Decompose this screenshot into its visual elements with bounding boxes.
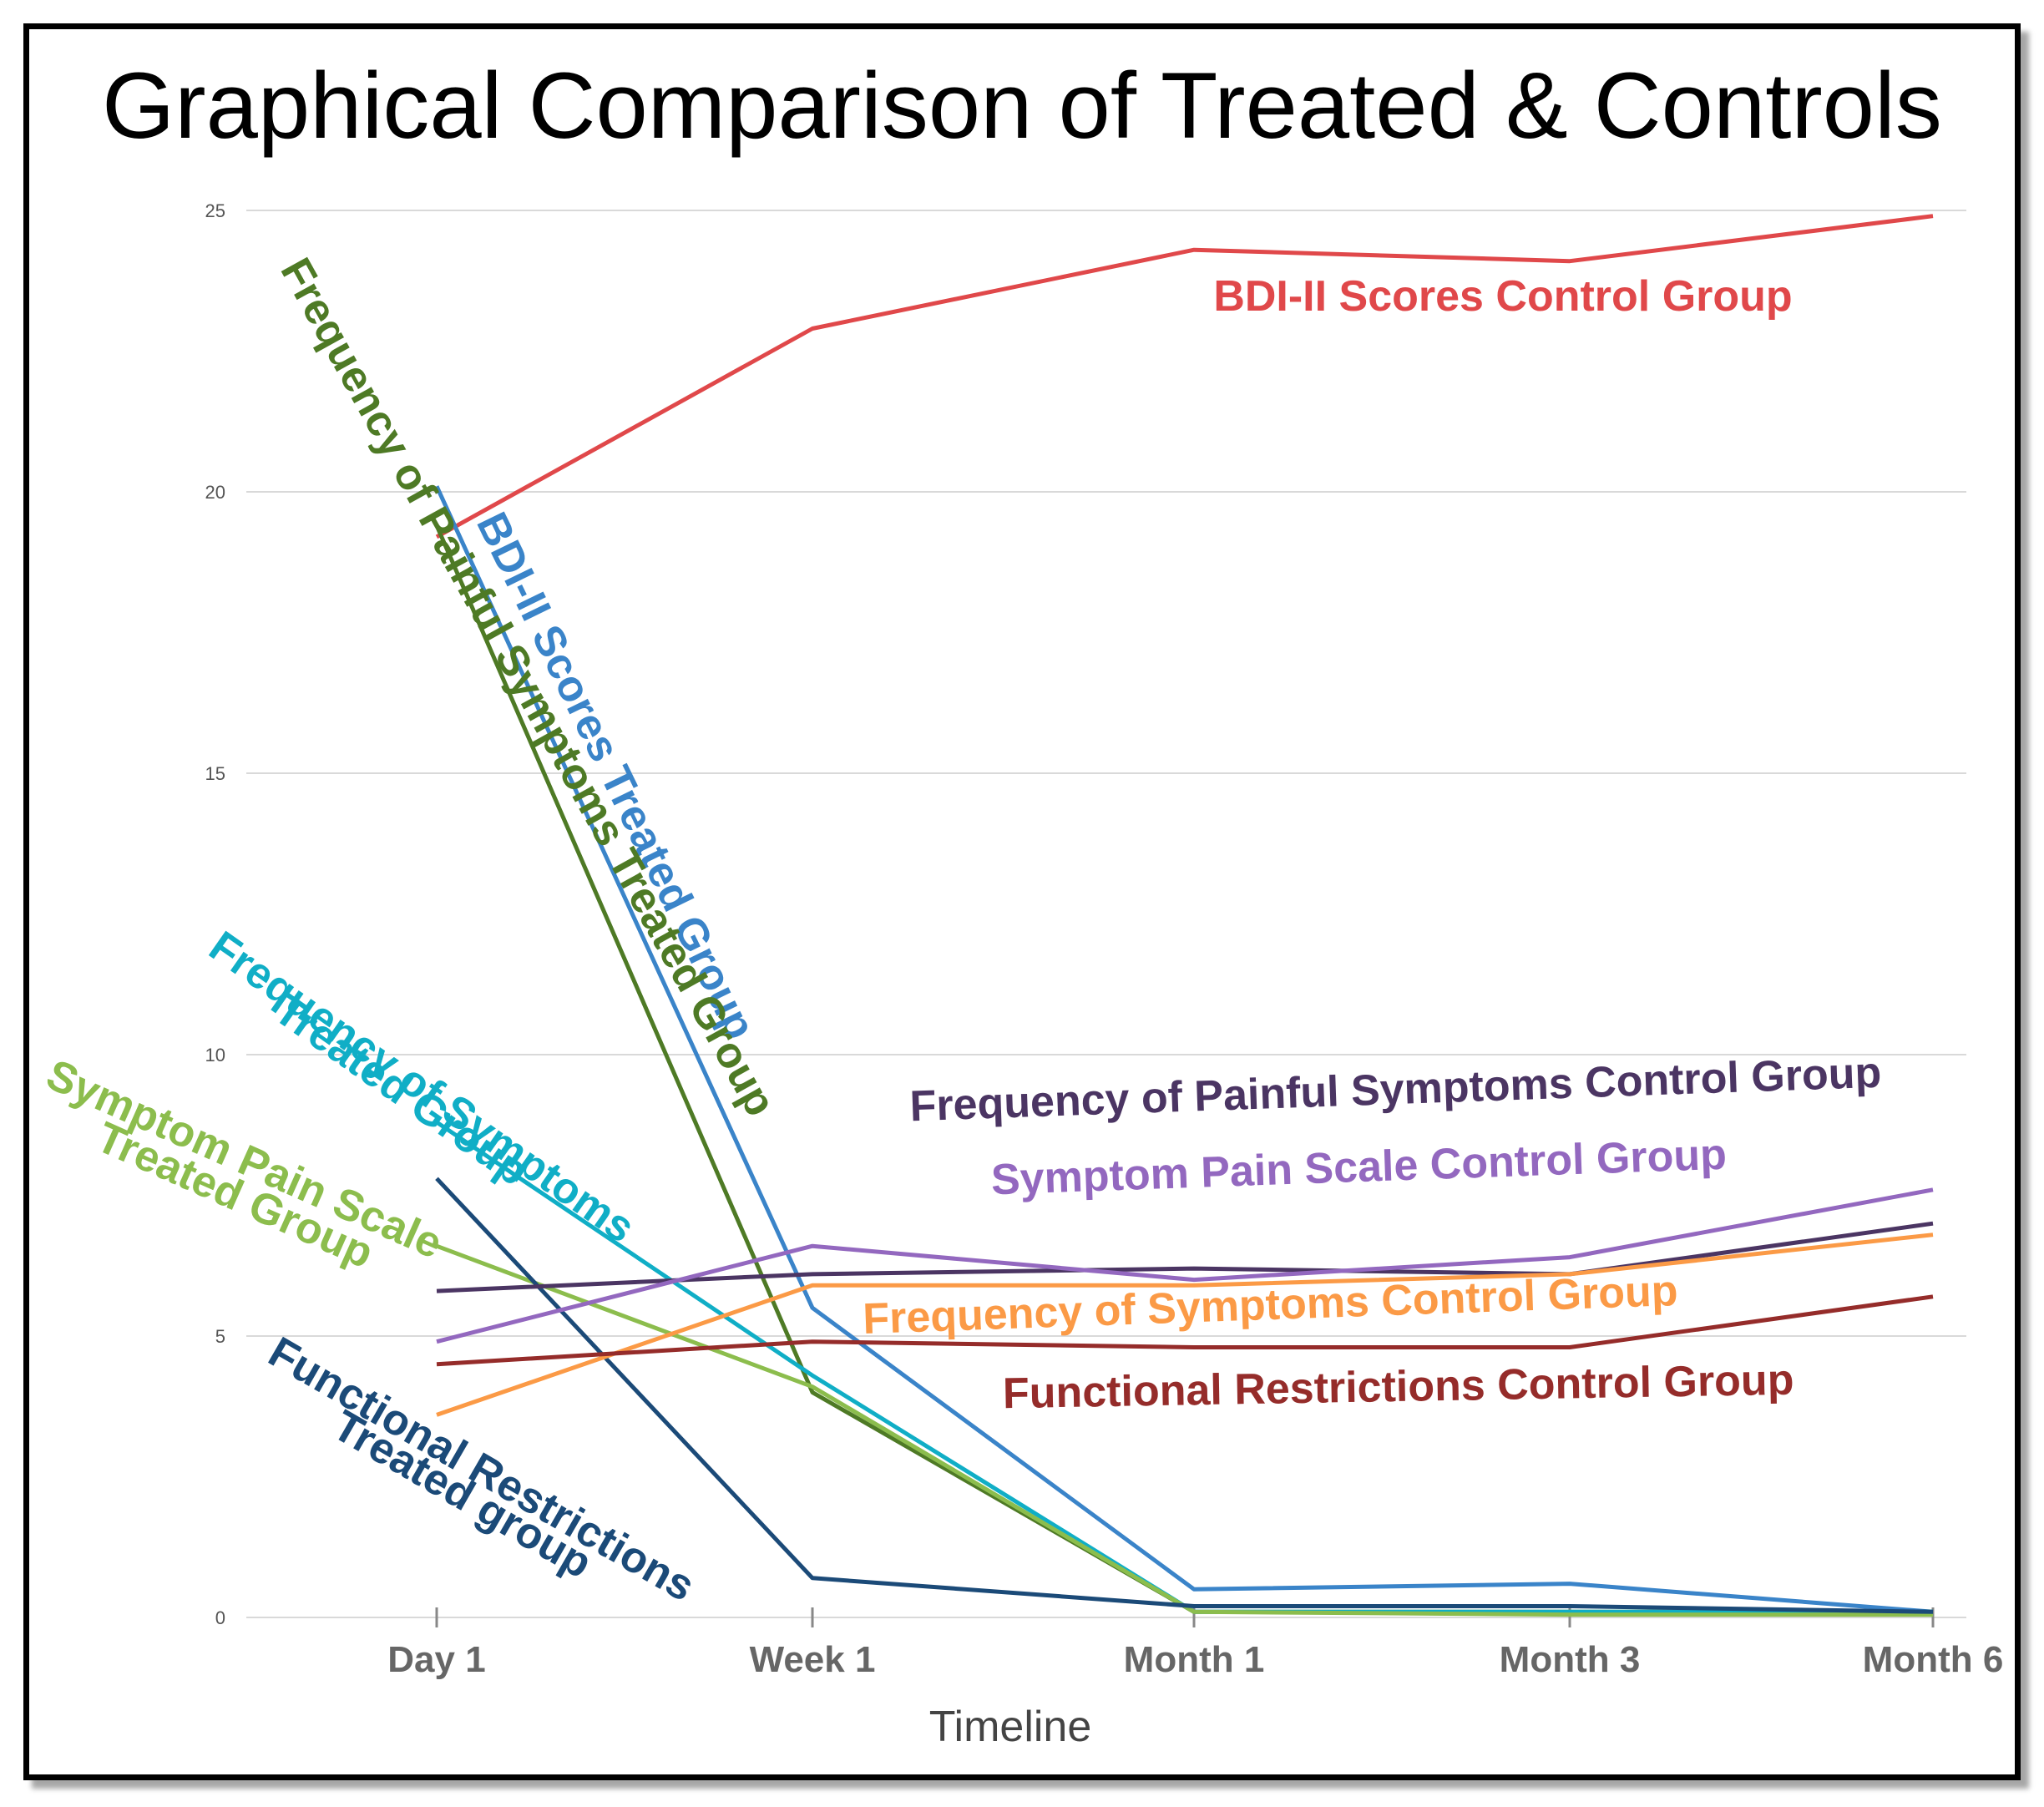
series-label-0: BDI-II Scores Control Group (1213, 272, 1792, 321)
series-label-2: Frequency of Painful Symptoms Treated Gr… (271, 251, 785, 1125)
series-line-7 (436, 1187, 1934, 1344)
x-tick-label-0: Day 1 (387, 1639, 485, 1680)
x-tick-label-3: Month 3 (1500, 1639, 1641, 1680)
x-tick-label-1: Week 1 (750, 1639, 876, 1680)
series-label-7: Functional Restrictions (261, 1328, 702, 1611)
series-labels: BDI-II Scores Control Group BDI-II Scores… (39, 251, 1882, 1612)
series-label-12: Functional Restrictions Control Group (1002, 1356, 1794, 1419)
x-axis-label: Timeline (929, 1703, 1092, 1751)
series-lines (434, 214, 1934, 1617)
y-tick-label-10: 10 (205, 1045, 225, 1065)
series-line-9 (436, 1294, 1934, 1367)
y-tick-label-0: 0 (215, 1607, 225, 1628)
y-axis-ticks: 0 5 10 15 20 25 (205, 200, 225, 1628)
series-line-0 (435, 214, 1934, 539)
y-tick-label-5: 5 (215, 1326, 225, 1347)
x-axis-ticks: Day 1 Week 1 Month 1 Month 3 Month 6 (387, 1607, 2003, 1680)
series-line-8 (436, 1233, 1934, 1417)
x-tick-label-2: Month 1 (1124, 1639, 1265, 1680)
series-label-10: Symptom Pain Scale Control Group (990, 1131, 1728, 1205)
y-tick-label-20: 20 (205, 482, 225, 503)
grid-lines (246, 210, 1966, 1618)
chart-frame (23, 23, 2021, 1780)
series-line-5 (435, 1177, 1934, 1614)
series-line-4 (436, 1243, 1933, 1617)
series-label-9: Frequency of Painful Symptoms Control Gr… (909, 1049, 1883, 1131)
x-tick-label-4: Month 6 (1863, 1639, 2004, 1680)
y-tick-label-15: 15 (205, 763, 225, 784)
series-label-11: Frequency of Symptoms Control Group (862, 1267, 1678, 1344)
y-tick-label-25: 25 (205, 200, 225, 221)
series-label-1: BDI-II Scores Treated Group (467, 505, 764, 1047)
series-line-1 (434, 485, 1934, 1614)
chart-title: Graphical Comparison of Treated & Contro… (102, 53, 1942, 158)
